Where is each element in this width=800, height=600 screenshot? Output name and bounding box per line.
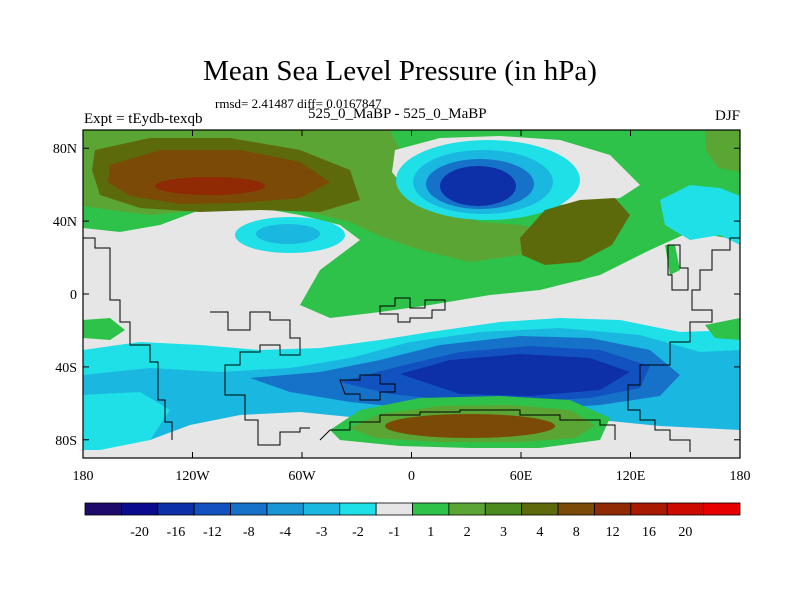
x-tick-label: 180 [73, 469, 94, 484]
colorbar-swatch [557, 502, 595, 516]
chart-title: Mean Sea Level Pressure (in hPa) [203, 55, 597, 87]
field-high-north-pacific-12 [155, 177, 265, 195]
colorbar-label: -16 [167, 525, 186, 540]
season-label: DJF [714, 108, 740, 124]
map-field [83, 130, 740, 458]
colorbar-label: 2 [464, 525, 471, 540]
field-north-pacific-low-3 [256, 224, 320, 244]
colorbar-swatch [193, 502, 231, 516]
colorbar-label: -8 [243, 525, 255, 540]
stats-text: rmsd= 2.41487 diff= 0.0167847 [215, 96, 382, 111]
colorbar-label: 1 [427, 525, 434, 540]
colorbar-label: 20 [678, 525, 692, 540]
land-outlines [83, 237, 740, 452]
y-tick-label: 40N [53, 215, 77, 230]
field-south-polar-high-8 [385, 414, 555, 438]
colorbar-label: 12 [606, 525, 620, 540]
colorbar-label: 8 [573, 525, 580, 540]
colorbar-swatch [375, 502, 413, 516]
y-tick-label: 40S [55, 361, 77, 376]
land-outline-central [210, 311, 310, 446]
colorbar-label: -12 [203, 525, 222, 540]
y-tick-label: 80N [53, 142, 77, 157]
colorbar-swatch [594, 502, 632, 516]
colorbar-label: -4 [279, 525, 291, 540]
colorbar-swatch [230, 502, 268, 516]
x-tick-label: 0 [408, 469, 415, 484]
land-outline-equatorial [379, 297, 446, 323]
colorbar-label: -2 [352, 525, 364, 540]
x-tick-label: 120E [616, 469, 646, 484]
x-tick-label: 180 [730, 469, 751, 484]
land-outline-india [667, 244, 689, 291]
colorbar-swatch [266, 502, 304, 516]
land-outline-southern-ring [339, 374, 396, 401]
colorbar-swatch [703, 502, 741, 516]
colorbar-label: -3 [316, 525, 328, 540]
x-tick-label: 60E [510, 469, 533, 484]
y-tick-label: 0 [70, 288, 77, 303]
colorbar-swatch [412, 502, 450, 516]
field-east-edge-green [705, 318, 740, 340]
field-west-edge-low [83, 392, 170, 450]
colorbar-swatch [157, 502, 195, 516]
y-tick-label: 80S [55, 434, 77, 449]
colorbar-swatch [339, 502, 377, 516]
colorbar-swatch [666, 502, 705, 516]
x-tick-label: 120W [175, 469, 210, 484]
center-label: 525_0_MaBP - 525_0_MaBP [308, 106, 487, 122]
x-tick-label: 60W [288, 469, 316, 484]
colorbar: -20 -16 -12 -8 -4 -3 -2 -1 1 2 3 4 8 12 16 20 [84, 502, 741, 540]
field-north-asia-high-4 [520, 198, 630, 265]
colorbar-label: -1 [388, 525, 400, 540]
colorbar-swatch [302, 502, 341, 516]
land-outline-antarctic [319, 409, 616, 441]
land-outline-east [627, 237, 740, 452]
colorbar-label: 4 [536, 525, 543, 540]
field-arctic-low-8 [440, 166, 516, 206]
colorbar-swatch [484, 502, 523, 516]
land-outline-west [83, 237, 173, 440]
axes: 180 120W 60W 0 60E 120E 180 80N 40N 0 40S 80S [53, 130, 751, 484]
field-india-green [665, 245, 680, 275]
colorbar-swatch [521, 502, 559, 516]
colorbar-label: 3 [500, 525, 507, 540]
field-southern-low-12 [400, 354, 630, 396]
field-east-pacific-low [660, 185, 740, 245]
colorbar-swatch [630, 502, 668, 516]
colorbar-swatch [84, 502, 122, 516]
colorbar-swatch [120, 502, 159, 516]
field-northeast-highs [705, 130, 740, 172]
field-west-edge-green [83, 318, 125, 340]
experiment-label: Expt = tEydb-texqb [84, 111, 203, 127]
colorbar-swatch [448, 502, 486, 516]
colorbar-label: -20 [130, 525, 149, 540]
colorbar-label: 16 [642, 525, 656, 540]
